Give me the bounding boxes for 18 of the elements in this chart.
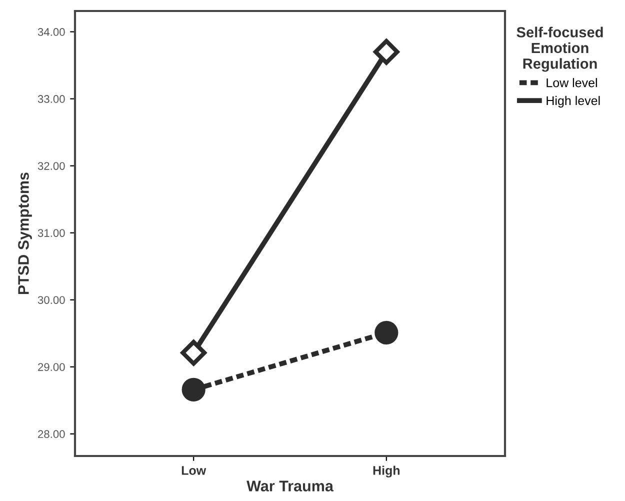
y-tick-label: 32.00 — [38, 162, 65, 170]
legend-title: Self-focused Emotion Regulation — [516, 26, 603, 72]
legend-label: High level — [546, 96, 600, 108]
y-tick-label: 33.00 — [38, 95, 65, 103]
point — [374, 38, 400, 65]
y-tick-label: 29.00 — [38, 363, 65, 371]
y-tick-label: 31.00 — [38, 229, 65, 237]
y-axis-title: PTSD Symptoms — [18, 172, 32, 294]
point — [182, 378, 206, 402]
x-tick-label: Low — [182, 466, 206, 475]
point — [374, 320, 398, 344]
y-tick-label: 30.00 — [38, 296, 65, 304]
y-tick-label: 28.00 — [38, 430, 65, 438]
legend-label: Low level — [546, 78, 597, 88]
x-axis-title: War Trauma — [246, 480, 334, 492]
point — [180, 340, 206, 366]
x-tick-label: High — [373, 466, 400, 478]
y-tick-label: 34.00 — [38, 28, 65, 36]
